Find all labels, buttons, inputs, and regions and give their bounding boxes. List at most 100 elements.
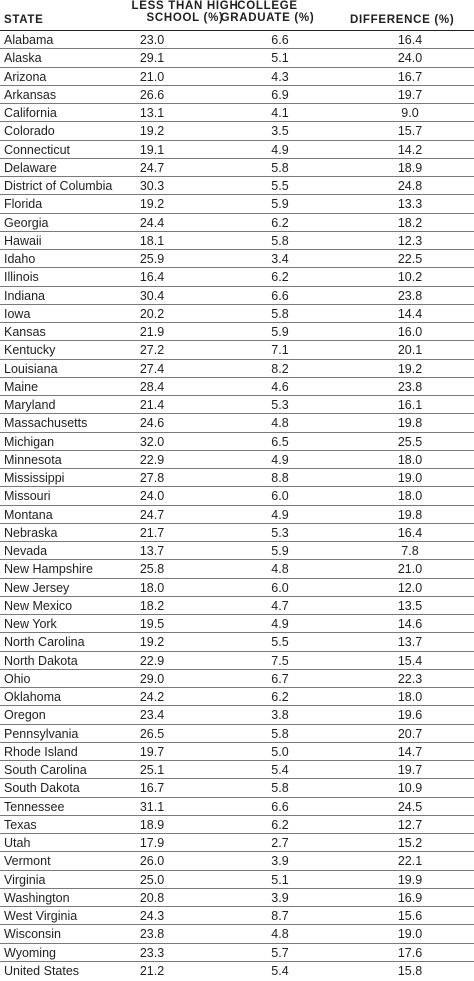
table-row: Tennessee 31.1 6.6 24.5 <box>0 798 474 816</box>
state-cell: Montana <box>4 507 53 522</box>
college-graduate-cell: 6.6 <box>271 33 289 47</box>
state-cell: Maryland <box>4 398 56 412</box>
college-graduate-cell: 4.9 <box>271 142 289 157</box>
college-graduate-cell: 5.4 <box>271 763 289 777</box>
college-graduate-cell: 6.6 <box>271 799 289 814</box>
table-row: New Mexico 18.2 4.7 13.5 <box>0 597 474 615</box>
less-than-high-school-cell: 25.9 <box>139 252 165 266</box>
table-row: South Dakota 16.7 5.8 10.9 <box>0 779 474 798</box>
state-cell: Delaware <box>4 160 57 175</box>
state-cell: Iowa <box>4 306 31 321</box>
table-row: Kentucky 27.2 7.1 20.1 <box>0 341 474 360</box>
less-than-high-school-cell: 25.8 <box>139 562 165 577</box>
table-row: Arizona 21.0 4.3 16.7 <box>0 68 474 86</box>
less-than-high-school-cell: 19.2 <box>139 635 165 650</box>
state-cell: Florida <box>4 197 43 212</box>
difference-cell: 19.0 <box>397 471 423 485</box>
table-row: Maine 28.4 4.6 23.8 <box>0 378 474 396</box>
difference-cell: 7.8 <box>401 544 419 558</box>
table-row: Wyoming 23.3 5.7 17.6 <box>0 944 474 962</box>
state-cell: Kentucky <box>4 343 56 358</box>
state-cell: Alaska <box>4 51 42 66</box>
header-college-graduate-line2: GRADUATE (%) <box>220 12 315 24</box>
state-cell: Arizona <box>4 69 47 84</box>
college-graduate-cell: 4.8 <box>271 416 289 431</box>
college-graduate-cell: 5.7 <box>271 945 289 960</box>
difference-cell: 13.7 <box>397 635 423 650</box>
header-less-than-high-school: LESS THAN HIGH SCHOOL (%) <box>80 0 290 24</box>
table-row: North Dakota 22.9 7.5 15.4 <box>0 652 474 670</box>
college-graduate-cell: 3.5 <box>271 124 289 139</box>
state-cell: Virginia <box>4 872 46 887</box>
difference-cell: 21.0 <box>397 562 423 577</box>
college-graduate-cell: 6.2 <box>271 690 289 704</box>
college-graduate-cell: 5.9 <box>271 325 289 339</box>
table-row: Utah 17.9 2.7 15.2 <box>0 834 474 853</box>
state-cell: Minnesota <box>4 452 62 467</box>
college-graduate-cell: 4.7 <box>271 598 289 613</box>
table-row: Wisconsin 23.8 4.8 19.0 <box>0 925 474 944</box>
college-graduate-cell: 5.1 <box>271 872 289 887</box>
less-than-high-school-cell: 24.0 <box>139 489 165 504</box>
difference-cell: 14.7 <box>397 744 423 759</box>
less-than-high-school-cell: 27.2 <box>139 343 165 358</box>
table-row: South Carolina 25.1 5.4 19.7 <box>0 761 474 780</box>
table-row: Colorado 19.2 3.5 15.7 <box>0 122 474 141</box>
college-graduate-cell: 4.9 <box>271 452 289 467</box>
college-graduate-cell: 5.5 <box>271 179 289 193</box>
difference-cell: 19.0 <box>397 927 423 942</box>
header-state: STATE <box>4 14 44 26</box>
college-graduate-cell: 6.2 <box>271 215 289 230</box>
difference-cell: 19.9 <box>397 872 423 887</box>
state-cell: Texas <box>4 817 37 832</box>
less-than-high-school-cell: 29.0 <box>139 671 165 686</box>
difference-cell: 14.6 <box>397 617 423 631</box>
college-graduate-cell: 4.3 <box>271 69 289 84</box>
less-than-high-school-cell: 18.0 <box>139 580 165 595</box>
table-row: New Jersey 18.0 6.0 12.0 <box>0 579 474 597</box>
college-graduate-cell: 5.0 <box>271 744 289 759</box>
state-cell: Georgia <box>4 215 49 230</box>
less-than-high-school-cell: 24.2 <box>139 690 165 704</box>
difference-cell: 15.4 <box>397 653 423 668</box>
state-cell: New Hampshire <box>4 562 93 577</box>
less-than-high-school-cell: 19.7 <box>139 744 165 759</box>
state-cell: New Mexico <box>4 598 73 613</box>
college-graduate-cell: 6.0 <box>271 489 289 504</box>
difference-cell: 16.9 <box>397 890 423 905</box>
state-cell: Utah <box>4 836 31 850</box>
state-cell: District of Columbia <box>4 179 113 193</box>
less-than-high-school-cell: 18.1 <box>139 233 165 248</box>
table-row: Alaska 29.1 5.1 24.0 <box>0 49 474 68</box>
less-than-high-school-cell: 19.5 <box>139 617 165 631</box>
less-than-high-school-cell: 22.9 <box>139 452 165 467</box>
less-than-high-school-cell: 20.8 <box>139 890 165 905</box>
state-cell: Maine <box>4 379 39 394</box>
less-than-high-school-cell: 24.4 <box>139 215 165 230</box>
state-cell: Kansas <box>4 325 46 339</box>
less-than-high-school-cell: 28.4 <box>139 379 165 394</box>
header-difference: DIFFERENCE (%) <box>350 14 455 26</box>
difference-cell: 16.1 <box>397 398 423 412</box>
state-cell: Connecticut <box>4 142 71 157</box>
college-graduate-cell: 5.3 <box>271 398 289 412</box>
less-than-high-school-cell: 26.5 <box>139 726 165 741</box>
college-graduate-cell: 4.8 <box>271 562 289 577</box>
state-cell: Colorado <box>4 124 55 139</box>
state-cell: North Dakota <box>4 653 78 668</box>
college-graduate-cell: 3.9 <box>271 890 289 905</box>
state-cell: Wyoming <box>4 945 56 960</box>
state-cell: Nevada <box>4 544 48 558</box>
college-graduate-cell: 7.5 <box>271 653 289 668</box>
state-cell: Illinois <box>4 270 39 285</box>
table-header: STATE LESS THAN HIGH SCHOOL (%) COLLEGE … <box>0 0 474 31</box>
table-row: Oklahoma 24.2 6.2 18.0 <box>0 688 474 707</box>
less-than-high-school-cell: 29.1 <box>139 51 165 66</box>
less-than-high-school-cell: 13.7 <box>139 544 165 558</box>
college-graduate-cell: 4.1 <box>271 106 289 120</box>
college-graduate-cell: 5.4 <box>271 963 289 978</box>
difference-cell: 10.9 <box>397 781 423 796</box>
state-cell: South Dakota <box>4 781 80 796</box>
less-than-high-school-cell: 25.0 <box>139 872 165 887</box>
